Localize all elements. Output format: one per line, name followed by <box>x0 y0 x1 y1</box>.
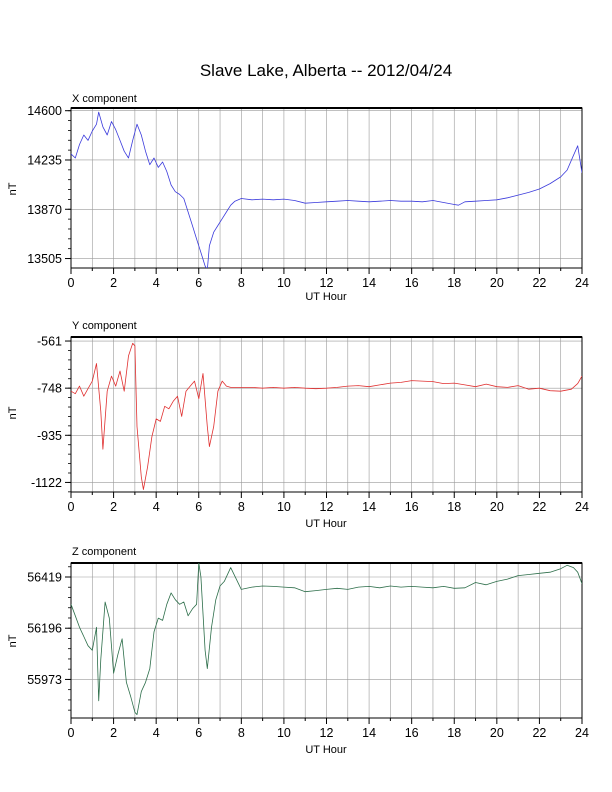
x-axis-label: UT Hour <box>305 291 347 303</box>
y-axis-label: nT <box>7 182 19 195</box>
y-tick-label: -561 <box>37 335 62 349</box>
figure-title: Slave Lake, Alberta -- 2012/04/24 <box>200 61 452 80</box>
x-tick-label: 10 <box>277 726 291 740</box>
x-tick-label: 6 <box>195 276 202 290</box>
x-tick-label: 14 <box>362 276 376 290</box>
x-tick-label: 22 <box>532 726 546 740</box>
y-tick-label: 55973 <box>27 673 62 687</box>
y-tick-label: 56196 <box>27 622 62 636</box>
x-tick-label: 0 <box>68 276 75 290</box>
x-tick-label: 22 <box>532 500 546 514</box>
x-tick-label: 8 <box>238 726 245 740</box>
x-tick-label: 24 <box>575 500 589 514</box>
series-line <box>71 342 582 490</box>
x-tick-label: 2 <box>110 500 117 514</box>
x-tick-label: 4 <box>153 276 160 290</box>
x-tick-label: 2 <box>110 276 117 290</box>
x-tick-label: 14 <box>362 726 376 740</box>
x-tick-label: 12 <box>320 726 334 740</box>
y-tick-label: 13870 <box>27 203 62 217</box>
x-tick-label: 2 <box>110 726 117 740</box>
x-tick-label: 8 <box>238 500 245 514</box>
x-tick-label: 4 <box>153 726 160 740</box>
x-tick-label: 0 <box>68 726 75 740</box>
y-axis-label: nT <box>7 406 19 419</box>
x-tick-label: 20 <box>490 500 504 514</box>
x-tick-label: 18 <box>447 500 461 514</box>
x-tick-label: 20 <box>490 276 504 290</box>
x-tick-label: 16 <box>405 500 419 514</box>
x-tick-label: 4 <box>153 500 160 514</box>
series-line <box>71 111 582 268</box>
y-tick-label: 13505 <box>27 252 62 266</box>
panel-label-x-component: X component <box>72 93 137 105</box>
x-tick-label: 16 <box>405 726 419 740</box>
panel-label-y-component: Y component <box>72 320 137 332</box>
z-component-panel: Z component UT Hour nT 0 2 4 6 8 10 12 14 16 18 20… <box>7 546 589 756</box>
x-tick-label: 8 <box>238 276 245 290</box>
x-tick-label: 10 <box>277 276 291 290</box>
x-tick-label: 6 <box>195 726 202 740</box>
y-component-panel: Y component UT Hour nT 0 2 4 6 8 10 12 14 16 18 20… <box>7 320 589 530</box>
x-tick-label: 16 <box>405 276 419 290</box>
x-tick-label: 12 <box>320 500 334 514</box>
x-axis-label: UT Hour <box>305 744 347 756</box>
y-tick-label: 14600 <box>27 104 62 118</box>
panel-label-z-component: Z component <box>72 546 136 558</box>
y-tick-label: 14235 <box>27 153 62 167</box>
y-tick-label: -935 <box>37 429 62 443</box>
x-axis-label: UT Hour <box>305 518 347 530</box>
x-tick-label: 10 <box>277 500 291 514</box>
y-tick-label: -748 <box>37 382 62 396</box>
x-component-panel: X component UT Hour nT 0 2 4 6 8 10 12 14 16 18 20… <box>7 93 589 303</box>
series-line <box>71 563 582 715</box>
y-axis-label: nT <box>7 634 19 647</box>
x-tick-label: 6 <box>195 500 202 514</box>
x-tick-label: 24 <box>575 726 589 740</box>
x-tick-label: 18 <box>447 276 461 290</box>
x-tick-label: 22 <box>532 276 546 290</box>
x-tick-label: 24 <box>575 276 589 290</box>
y-tick-label: 56419 <box>27 571 62 585</box>
x-tick-label: 20 <box>490 726 504 740</box>
x-tick-label: 14 <box>362 500 376 514</box>
x-tick-label: 12 <box>320 276 334 290</box>
x-tick-label: 0 <box>68 500 75 514</box>
x-tick-label: 18 <box>447 726 461 740</box>
y-tick-label: -1122 <box>31 476 62 490</box>
